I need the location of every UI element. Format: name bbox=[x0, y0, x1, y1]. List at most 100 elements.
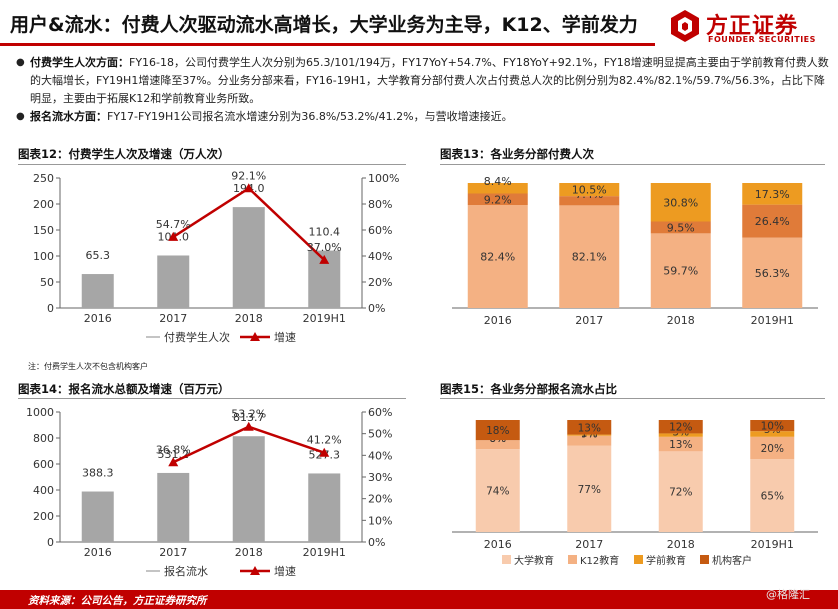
chart14-y-tick-label: 1000 bbox=[26, 406, 54, 419]
founder-logo: 方正证券 FOUNDER SECURITIES bbox=[668, 8, 833, 48]
chart15-segment bbox=[658, 433, 703, 437]
page-title: 用户&流水：付费人次驱动流水高增长，大学业务为主导，K12、学前发力 bbox=[10, 14, 638, 36]
chart14-bar bbox=[308, 473, 341, 542]
chart13-segment bbox=[650, 183, 711, 222]
chart14-title: 图表14：报名流水总额及增速（百万元） bbox=[18, 382, 230, 396]
chart15-segment-label: 72% bbox=[669, 487, 692, 499]
chart13-title: 图表13：各业务分部付费人次 bbox=[440, 147, 595, 161]
chart12-y-tick-label: 150 bbox=[33, 224, 54, 237]
chart12-growth-label: 92.1% bbox=[231, 169, 266, 182]
chart14-y2-tick-label: 40% bbox=[368, 449, 392, 462]
chart12-y-tick-label: 100 bbox=[33, 250, 54, 263]
chart15-legend-swatch bbox=[634, 555, 643, 564]
chart12-growth-label: 54.7% bbox=[156, 218, 191, 231]
chart12-y2-tick-label: 80% bbox=[368, 198, 392, 211]
chart15-x-tick-label: 2016 bbox=[484, 538, 512, 551]
chart12-title: 图表12：付费学生人次及增速（万人次） bbox=[18, 147, 230, 161]
chart15-legend-swatch bbox=[700, 555, 709, 564]
chart13-segment-label: 9.5% bbox=[667, 221, 695, 234]
chart15-segment bbox=[750, 420, 795, 432]
chart15-title-rule bbox=[440, 398, 825, 399]
chart12-y2-tick-label: 20% bbox=[368, 276, 392, 289]
chart15-title: 图表15：各业务分部报名流水占比 bbox=[440, 382, 618, 396]
chart14-y2-tick-label: 50% bbox=[368, 428, 392, 441]
chart14-x-tick-label: 2019H1 bbox=[303, 546, 346, 559]
chart15-legend-label: K12教育 bbox=[580, 554, 619, 567]
chart12-legend-line-marker bbox=[250, 332, 260, 341]
chart15-segment-label: 18% bbox=[486, 425, 509, 437]
chart13-segment bbox=[467, 205, 528, 308]
chart12-bar bbox=[81, 274, 114, 308]
chart15-segment bbox=[567, 420, 612, 435]
chart15-segment bbox=[567, 435, 612, 446]
chart13-segment-students: 201682.4%9.2%8.4%201782.1%7.4%10.5%20185… bbox=[452, 175, 818, 327]
chart14-x-tick-label: 2017 bbox=[159, 546, 187, 559]
chart13-segment bbox=[742, 237, 803, 308]
chart12-y2-tick-label: 40% bbox=[368, 250, 392, 263]
chart13-x-tick-label: 2017 bbox=[575, 314, 603, 327]
chart14-y-tick-label: 0 bbox=[47, 536, 54, 549]
chart15-segment-label: 13% bbox=[669, 439, 692, 451]
chart12-bar bbox=[157, 255, 190, 308]
chart14-bar bbox=[157, 472, 190, 542]
bullet-text: FY17-FY19H1公司报名流水增速分别为36.8%/53.2%/41.2%，… bbox=[107, 110, 513, 123]
founder-logo-icon bbox=[671, 10, 699, 42]
chart12-bar bbox=[232, 207, 265, 308]
chart12-paid-students: 0 50 100 150 200 250 0% 20% 40% 60% 80% 100% 2016 65.… bbox=[33, 169, 399, 344]
chart13-segment-label: 82.1% bbox=[572, 251, 607, 264]
chart15-segment bbox=[658, 420, 703, 434]
chart13-segment bbox=[559, 196, 620, 206]
chart13-x-tick-label: 2018 bbox=[667, 314, 695, 327]
chart12-x-tick-label: 2017 bbox=[159, 312, 187, 325]
watermark: @格隆汇 bbox=[766, 588, 810, 601]
chart12-y-tick-label: 200 bbox=[33, 198, 54, 211]
bullet-dot-icon: ● bbox=[16, 111, 25, 122]
chart14-bar-label: 388.3 bbox=[82, 467, 114, 480]
chart12-title-rule bbox=[18, 164, 406, 165]
chart14-x-tick-label: 2018 bbox=[235, 546, 263, 559]
chart12-growth-marker bbox=[168, 231, 179, 241]
chart13-segment bbox=[650, 233, 711, 308]
chart14-legend-line-marker bbox=[250, 566, 260, 575]
chart14-legend-line-label: 增速 bbox=[274, 564, 296, 578]
chart12-y-tick-label: 0 bbox=[47, 302, 54, 315]
chart15-segment bbox=[567, 434, 612, 436]
chart13-segment-label: 9.2% bbox=[484, 193, 512, 206]
chart12-y2-tick-label: 0% bbox=[368, 302, 385, 315]
chart12-legend-line-label: 增速 bbox=[274, 330, 296, 344]
chart14-growth-label: 36.8% bbox=[156, 443, 191, 456]
chart15-segment-label: 74% bbox=[486, 486, 509, 498]
chart12-y-tick-label: 50 bbox=[40, 276, 54, 289]
chart14-y-tick-label: 600 bbox=[33, 458, 54, 471]
chart13-segment-label: 82.4% bbox=[480, 251, 515, 264]
chart15-legend-label: 机构客户 bbox=[712, 554, 752, 567]
chart15-segment bbox=[475, 449, 520, 532]
chart14-growth-marker bbox=[243, 421, 254, 431]
chart14-legend-bar-label: 报名流水 bbox=[164, 564, 208, 578]
chart14-title-rule bbox=[18, 398, 406, 399]
chart15-segment bbox=[750, 431, 795, 437]
chart12-growth-label: 37.0% bbox=[307, 241, 342, 254]
chart15-segment bbox=[750, 459, 795, 532]
chart15-segment-label: 13% bbox=[578, 422, 601, 434]
chart12-y2-tick-label: 60% bbox=[368, 224, 392, 237]
chart12-growth-marker bbox=[243, 183, 254, 193]
chart12-x-tick-label: 2016 bbox=[84, 312, 112, 325]
summary-bullets: ● 付费学生人次方面：FY16-18，公司付费学生人次分别为65.3/101/1… bbox=[14, 54, 829, 126]
chart13-segment-label: 8.4% bbox=[484, 175, 512, 188]
chart12-bar-label: 65.3 bbox=[86, 249, 111, 262]
chart15-x-tick-label: 2017 bbox=[575, 538, 603, 551]
chart13-segment-label: 26.4% bbox=[755, 215, 790, 228]
chart14-y-tick-label: 800 bbox=[33, 432, 54, 445]
chart14-y-tick-label: 400 bbox=[33, 484, 54, 497]
chart15-segment-label: 65% bbox=[761, 491, 784, 503]
chart13-segment-label: 10.5% bbox=[572, 184, 607, 197]
header-divider bbox=[0, 43, 655, 46]
chart15-legend-swatch bbox=[502, 555, 511, 564]
chart15-segment-enrollment: 201674%8%0%18%201777%9%1%13%201872%13%3%… bbox=[452, 420, 818, 567]
chart14-y-tick-label: 200 bbox=[33, 510, 54, 523]
chart12-growth-marker bbox=[319, 254, 330, 264]
chart12-note: 注：付费学生人次不包含机构客户 bbox=[28, 362, 148, 371]
source-note: 资料来源：公司公告，方正证券研究所 bbox=[28, 595, 207, 607]
chart13-segment-label: 17.3% bbox=[755, 188, 790, 201]
